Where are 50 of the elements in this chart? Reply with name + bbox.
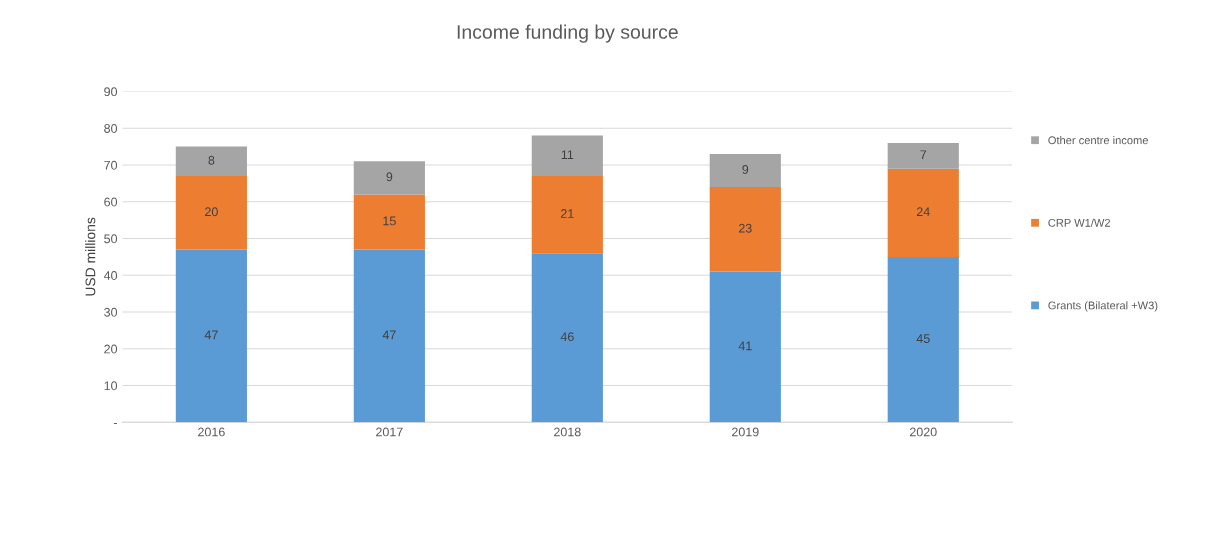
y-tick-label: 50 [104,234,118,244]
y-tick-label: - [113,423,117,425]
y-tick-label: 40 [103,271,118,280]
x-tick-label: 2018 [554,427,581,437]
bar [353,249,425,423]
data-label: 15 [383,216,396,226]
legend-label: Grants (Bilateral +W3) [1048,301,1158,312]
data-label: 21 [561,209,574,218]
bar [175,176,247,250]
bar [709,271,781,423]
bar [353,161,425,195]
x-tick-label: 2020 [909,427,937,437]
bar [709,153,781,188]
data-label: 46 [560,332,574,342]
bar [531,253,603,423]
chart-title: Income funding by source [457,24,678,43]
bar [531,176,603,254]
y-axis-title: USD millions [85,217,96,296]
bar [887,142,959,169]
data-label: 9 [742,165,749,174]
y-tick-label: 70 [104,160,118,170]
bar [353,194,425,250]
data-label: 8 [208,155,215,165]
y-tick-label: 20 [104,344,118,354]
data-label: 47 [204,330,218,340]
y-tick-label: 90 [104,87,118,97]
bar [531,135,603,177]
y-tick-label: 30 [104,307,118,317]
bar [887,256,959,423]
data-label: 9 [386,172,393,182]
data-label: 47 [382,330,396,340]
bar [175,146,247,177]
bar [709,187,781,272]
bar [887,168,959,257]
data-label: 24 [916,207,930,217]
data-label: 11 [561,150,574,160]
legend-label: CRP W1/W2 [1048,218,1111,227]
data-label: 41 [738,341,752,351]
y-tick-label: 10 [104,381,118,391]
data-label: 7 [920,150,927,160]
data-label: 45 [916,334,930,343]
bar [175,249,247,423]
legend-label: Other centre income [1048,136,1148,145]
y-tick-label: 60 [104,197,118,207]
x-tick-label: 2019 [732,427,759,437]
data-label: 23 [738,223,752,233]
x-tick-label: 2017 [376,427,403,437]
x-tick-label: 2016 [198,427,225,437]
data-label: 20 [205,207,218,217]
y-tick-label: 80 [104,124,118,133]
